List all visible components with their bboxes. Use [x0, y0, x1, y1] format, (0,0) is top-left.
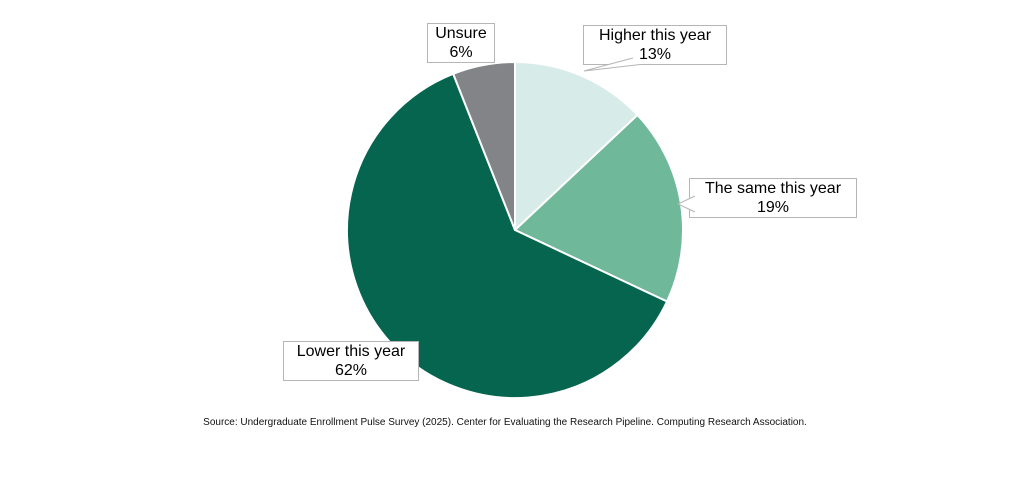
callout-unsure-label: Unsure [435, 25, 487, 42]
callout-unsure-value: 6% [449, 44, 473, 61]
source-note: Source: Undergraduate Enrollment Pulse S… [203, 417, 807, 428]
callout-lower-label: Lower this year [296, 343, 406, 360]
callout-higher-value: 13% [638, 46, 672, 63]
callout-higher-this-year: Higher this year 13% [583, 25, 727, 65]
callout-lower-this-year: Lower this year 62% [283, 341, 419, 381]
pie-slice-0 [514, 61, 639, 231]
callout-same-value: 19% [756, 199, 790, 216]
pie-slice-3 [452, 61, 516, 231]
callout-same-label: The same this year [704, 180, 842, 197]
callout-unsure: Unsure 6% [427, 23, 495, 63]
callout-lower-value: 62% [334, 362, 368, 379]
callout-higher-label: Higher this year [598, 27, 712, 44]
callout-same-this-year: The same this year 19% [689, 178, 857, 218]
